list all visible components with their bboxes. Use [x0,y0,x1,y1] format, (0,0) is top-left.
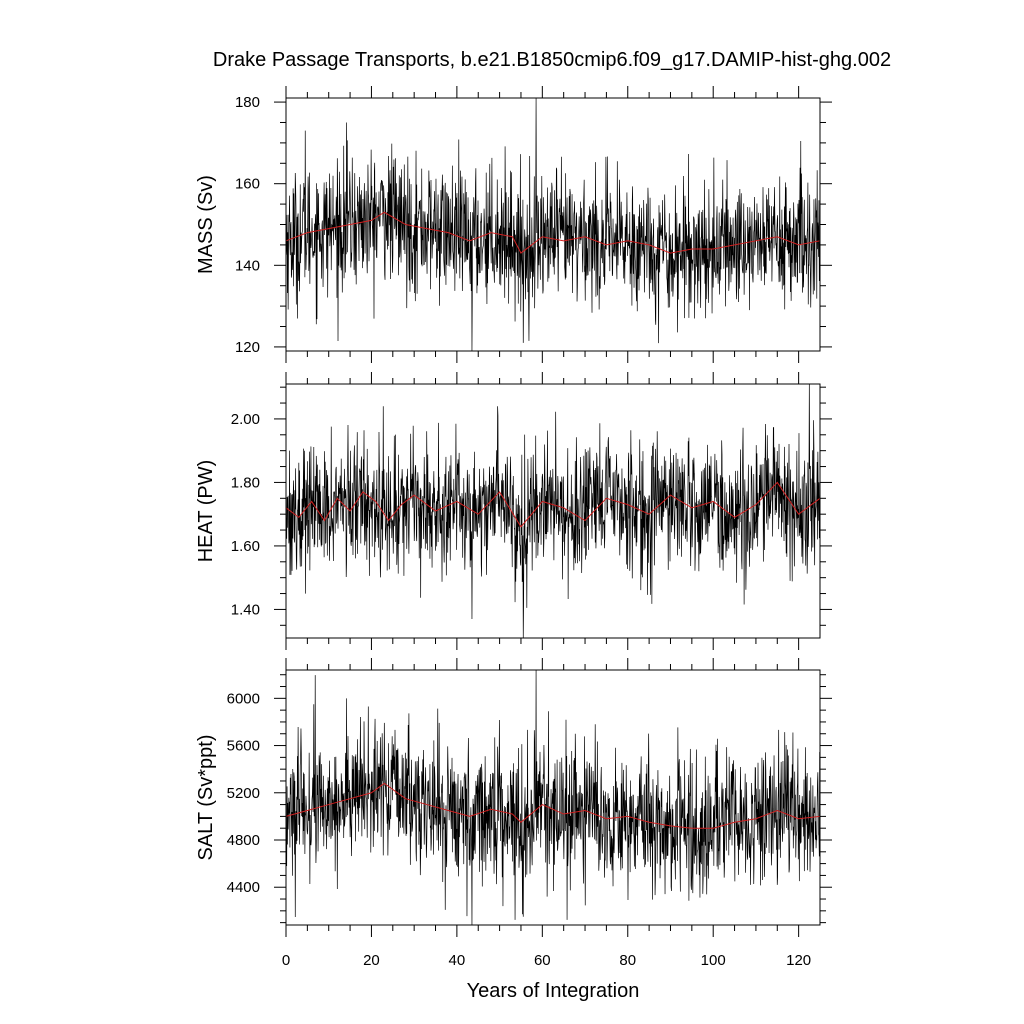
x-tick-label: 20 [363,952,380,969]
heat-ytick-label: 1.40 [231,601,260,618]
mass-y-axis-label: MASS (Sv) [195,175,217,274]
salt-y-axis-label: SALT (Sv*ppt) [195,735,217,861]
x-tick-label: 60 [534,952,551,969]
x-tick-label: 100 [701,952,726,969]
x-tick-label: 80 [619,952,636,969]
salt-panel: 4400 4800 5200 5600 6000 SALT (Sv*ppt) 0 20 40 60… [195,658,832,969]
x-tick-label: 0 [282,952,290,969]
heat-ytick-label: 1.60 [231,538,260,555]
salt-ytick-label: 4400 [227,879,260,896]
mass-annual-mean-series [285,211,821,254]
salt-monthly-series [285,669,821,926]
mass-ytick-label: 120 [235,339,260,356]
salt-plot-frame [285,669,821,926]
mass-ytick-label: 180 [235,94,260,111]
x-tick-label: 120 [786,952,811,969]
mass-panel: 120 140 160 180 MASS (Sv) [195,86,832,363]
heat-panel: 1.40 1.60 1.80 2.00 HEAT (PW) [195,372,832,650]
x-tick-label: 40 [449,952,466,969]
mass-monthly-series [285,97,821,352]
heat-annual-mean-series [285,481,821,528]
mass-ytick-label: 160 [235,176,260,193]
salt-ytick-label: 6000 [227,690,260,707]
chart-title: Drake Passage Transports, b.e21.B1850cmi… [213,49,891,71]
salt-ytick-label: 4800 [227,832,260,849]
salt-ytick-label: 5600 [227,738,260,755]
heat-plot-frame [285,383,821,639]
salt-ytick-label: 5200 [227,785,260,802]
heat-y-axis-label: HEAT (PW) [195,460,217,563]
heat-monthly-series [285,383,821,639]
heat-ytick-label: 2.00 [231,411,260,428]
mass-ytick-label: 140 [235,257,260,274]
x-axis-label: Years of Integration [467,980,640,1002]
heat-ytick-label: 1.80 [231,474,260,491]
salt-annual-mean-series [285,782,821,829]
